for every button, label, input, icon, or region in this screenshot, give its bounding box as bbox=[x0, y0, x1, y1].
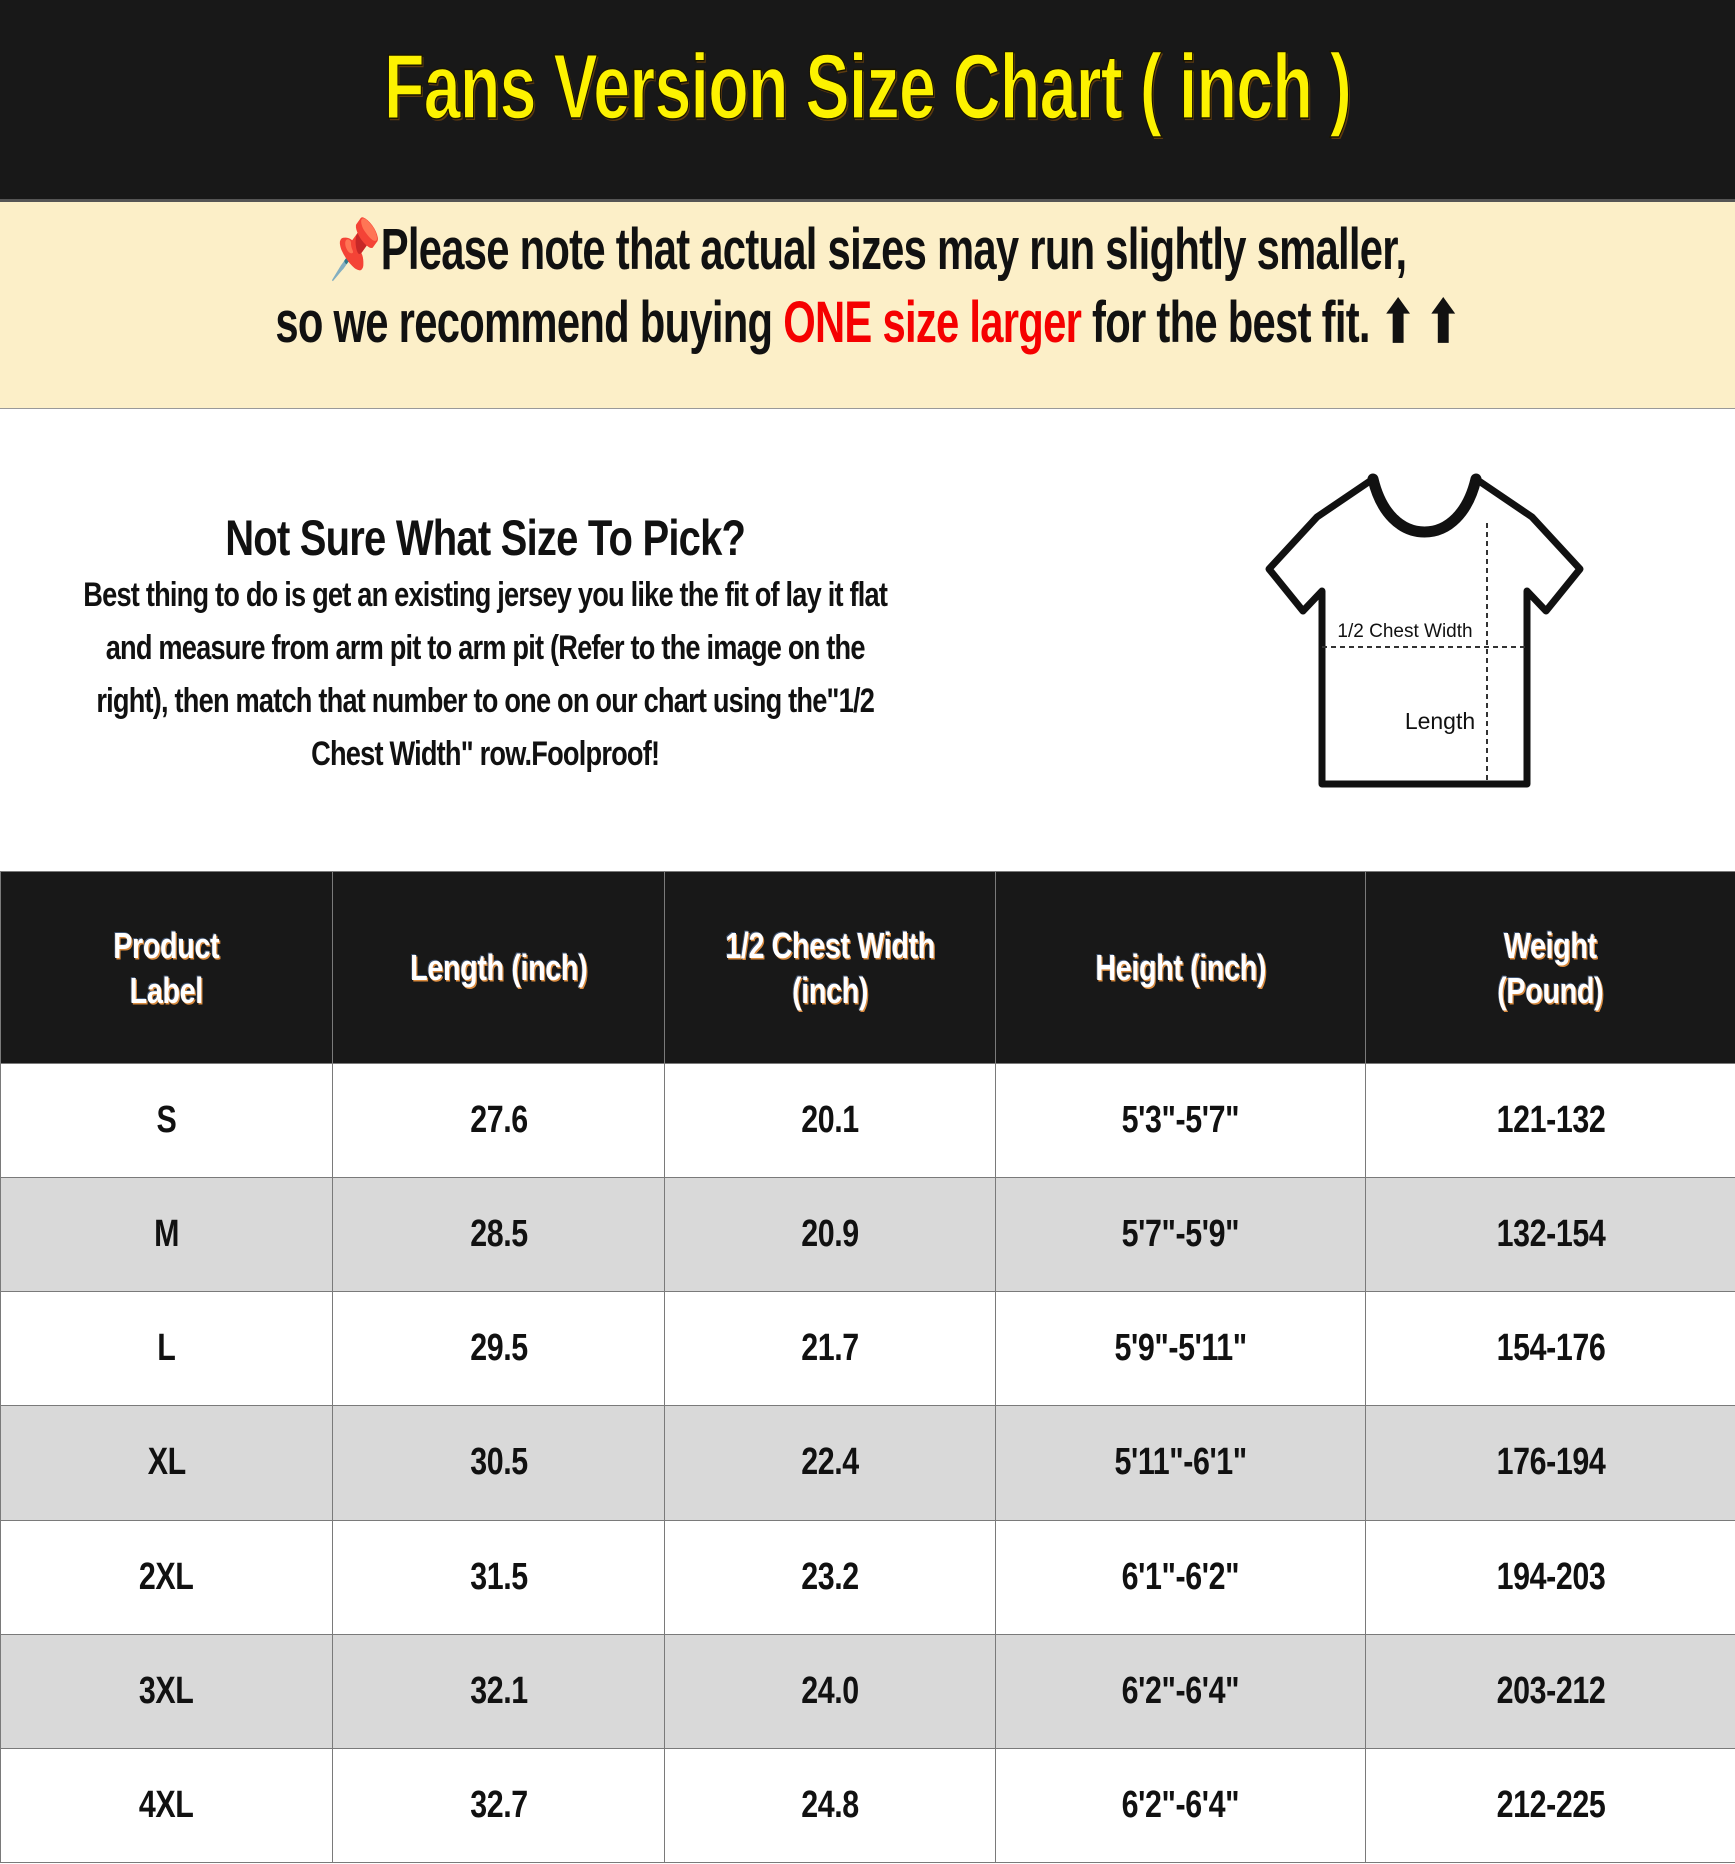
svg-text:Length: Length bbox=[1405, 708, 1475, 734]
svg-text:1/2 Chest Width: 1/2 Chest Width bbox=[1337, 621, 1472, 642]
